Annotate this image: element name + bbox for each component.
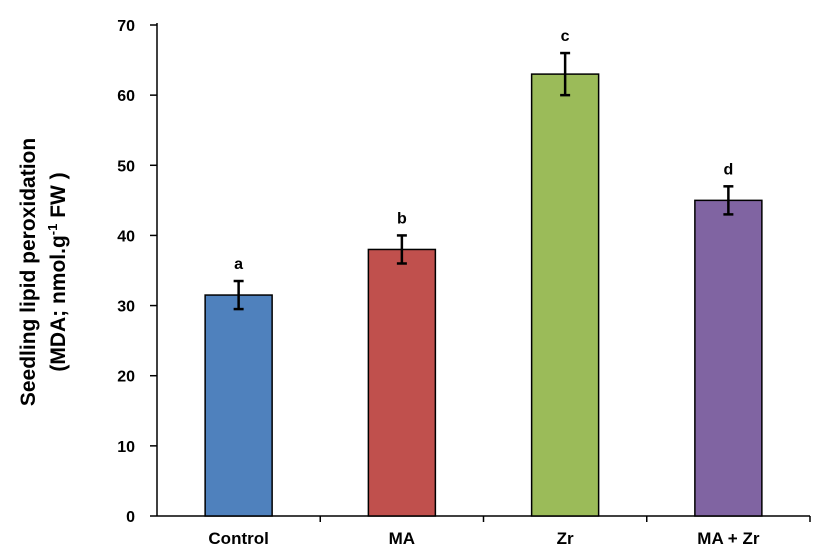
x-category-label: Control	[208, 529, 268, 547]
significance-letter: a	[234, 256, 243, 273]
y-axis-title-superscript: -1	[45, 224, 60, 236]
bar-ma	[367, 248, 437, 517]
x-category-label: MA	[389, 529, 415, 547]
bar-zr	[530, 73, 600, 517]
significance-letter: b	[397, 210, 407, 227]
x-category-label: Zr	[557, 529, 574, 547]
bar-ma-zr	[694, 199, 763, 517]
plot-area: 0 10 20 30 40 50 60 70 a Control b MA c Zr d MA + Zr	[117, 18, 811, 547]
significance-letter: c	[561, 28, 570, 45]
y-axis-title: Seedling lipid peroxidation (MDA; nmol.g…	[17, 138, 70, 406]
y-tick-label: 10	[117, 439, 135, 456]
y-tick-label: 0	[126, 509, 135, 526]
x-category-label: MA + Zr	[697, 529, 760, 547]
y-tick-label: 20	[117, 369, 135, 386]
y-axis-title-line1: Seedling lipid peroxidation	[17, 138, 40, 406]
significance-letter: d	[723, 161, 733, 178]
y-tick-label: 50	[117, 158, 135, 175]
y-axis-title-suffix: FW )	[47, 172, 70, 223]
y-tick-label: 60	[117, 88, 135, 105]
y-tick-label: 30	[117, 299, 135, 316]
bar-control	[204, 294, 273, 517]
y-tick-label: 70	[117, 18, 135, 35]
y-tick-label: 40	[117, 228, 135, 245]
y-axis-title-line2: (MDA; nmol.g-1 FW )	[45, 172, 70, 371]
y-axis-title-prefix: (MDA; nmol.g	[47, 235, 70, 371]
